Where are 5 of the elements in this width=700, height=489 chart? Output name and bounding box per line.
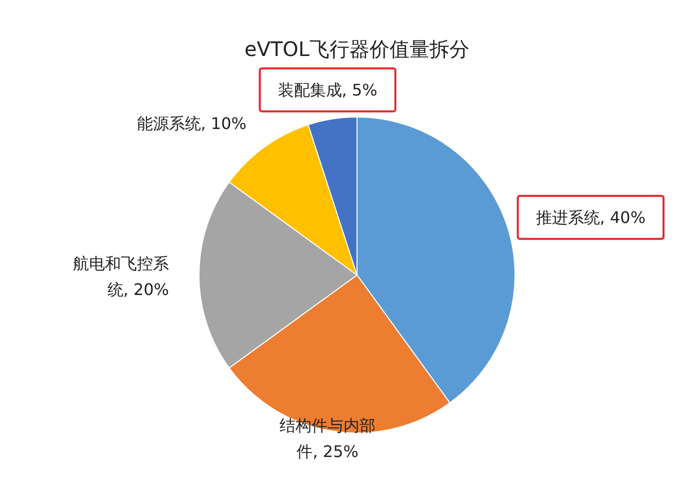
- slice-label: 推进系统, 40%: [536, 208, 646, 227]
- chart-title: eVTOL飞行器价值量拆分: [244, 37, 470, 61]
- slice-label: 航电和飞控系统, 20%: [73, 254, 169, 299]
- slice-label: 能源系统, 10%: [136, 114, 246, 133]
- slice-label: 装配集成, 5%: [278, 80, 378, 100]
